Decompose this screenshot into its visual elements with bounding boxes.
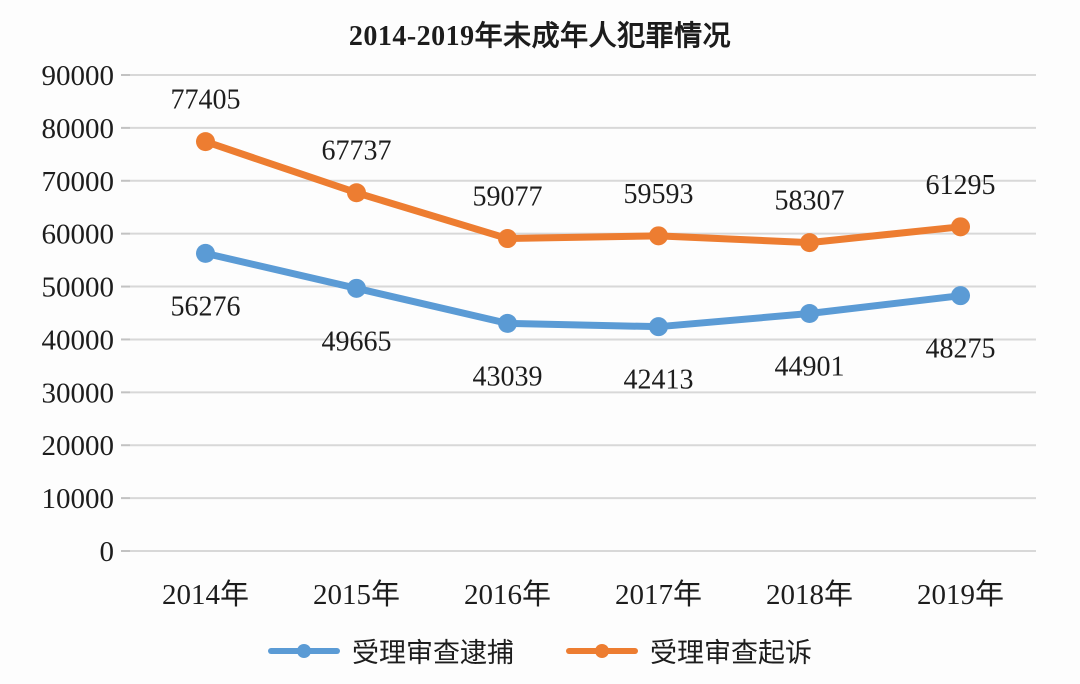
series-marker-0 — [498, 313, 517, 333]
data-label: 59593 — [624, 179, 694, 210]
series-marker-1 — [649, 226, 668, 246]
data-label: 43039 — [473, 361, 543, 392]
y-tick-label: 40000 — [42, 324, 115, 356]
x-tick-label: 2015年 — [313, 578, 400, 611]
y-tick-label: 90000 — [42, 60, 115, 92]
y-tick-label: 60000 — [42, 219, 115, 251]
series-marker-1 — [800, 233, 819, 253]
data-label: 49665 — [322, 326, 392, 357]
y-tick-label: 30000 — [42, 377, 115, 409]
legend-item: 受理审查起诉 — [566, 631, 812, 670]
series-marker-0 — [649, 317, 668, 337]
y-tick-label: 50000 — [42, 272, 115, 304]
data-label: 44901 — [775, 352, 845, 383]
data-label: 56276 — [171, 291, 241, 322]
legend-label: 受理审查逮捕 — [352, 638, 514, 668]
y-tick-label: 0 — [100, 536, 115, 568]
series-marker-0 — [196, 243, 215, 263]
legend-line-marker-icon — [268, 643, 340, 658]
data-label: 61295 — [926, 170, 996, 201]
y-tick-label: 20000 — [42, 430, 115, 462]
series-line-0 — [202, 249, 964, 331]
data-label: 59077 — [473, 182, 543, 213]
data-label: 58307 — [775, 186, 845, 217]
series-marker-1 — [498, 229, 517, 249]
legend-line-marker-icon — [566, 643, 638, 658]
x-tick-label: 2014年 — [162, 578, 249, 611]
data-label: 48275 — [926, 334, 996, 365]
x-tick-label: 2019年 — [917, 578, 1004, 611]
y-tick-label: 10000 — [42, 483, 115, 515]
series-marker-0 — [951, 286, 970, 306]
series-marker-0 — [347, 278, 366, 298]
y-tick-label: 70000 — [42, 166, 115, 198]
series-marker-1 — [347, 183, 366, 203]
x-tick-label: 2016年 — [464, 578, 551, 611]
series-marker-0 — [800, 304, 819, 324]
data-label: 42413 — [624, 365, 694, 396]
series-line-1 — [202, 138, 964, 247]
x-tick-label: 2018年 — [766, 578, 853, 611]
legend-label: 受理审查起诉 — [650, 638, 812, 668]
y-tick-label: 80000 — [42, 113, 115, 145]
legend: 受理审查逮捕 受理审查起诉 — [0, 631, 1080, 670]
series-marker-1 — [196, 132, 215, 152]
series-marker-1 — [951, 217, 970, 237]
chart-title: 2014-2019年未成年人犯罪情况 — [348, 21, 732, 52]
data-label: 77405 — [171, 85, 241, 116]
x-tick-label: 2017年 — [615, 578, 702, 611]
data-label: 67737 — [322, 136, 392, 167]
legend-item: 受理审查逮捕 — [268, 631, 514, 670]
